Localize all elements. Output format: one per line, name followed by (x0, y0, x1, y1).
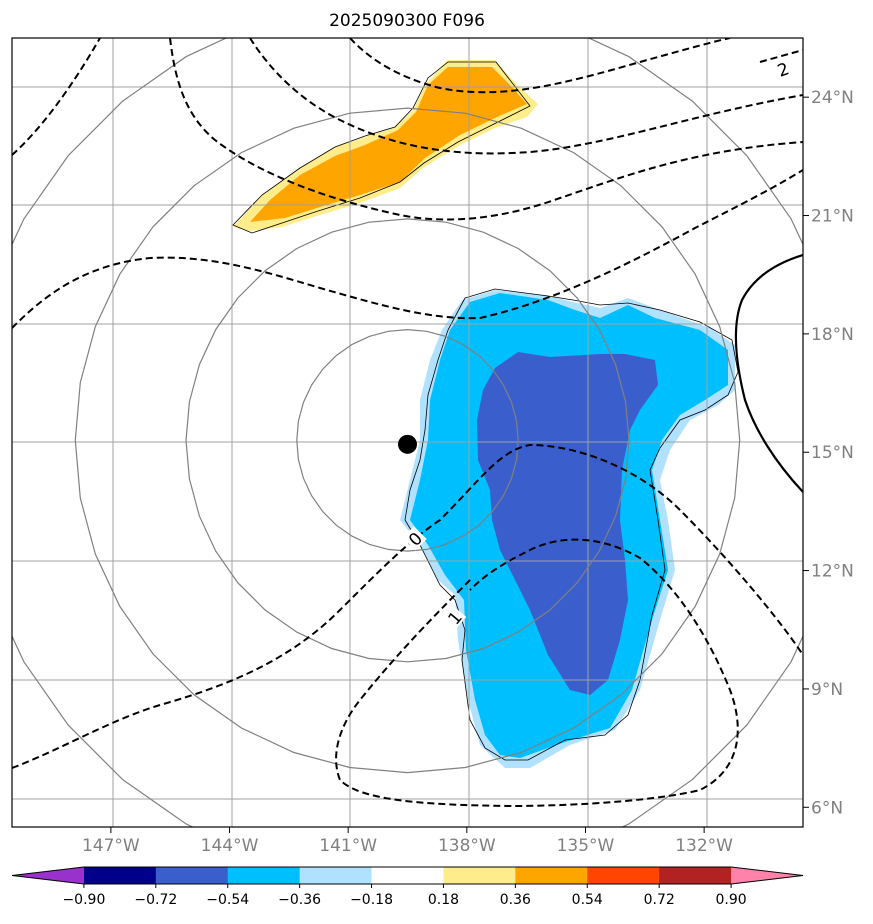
dashed-contours (12, 38, 803, 808)
lat-tick-label: 6°N (811, 798, 843, 818)
latitude-axis: 6°N 9°N 12°N 15°N 18°N 21°N 24°N (803, 88, 854, 818)
colorbar-segment (587, 867, 660, 884)
colorbar-segment (731, 867, 803, 884)
contour-line (12, 443, 803, 769)
colorbar-tick-label: 0.18 (428, 892, 459, 908)
colorbar-tick-label: 0.72 (644, 892, 675, 908)
colorbar-segment (83, 867, 157, 884)
lon-tick-label: 135°W (557, 836, 615, 856)
range-ring (185, 218, 630, 663)
contour-line (12, 38, 101, 156)
colorbar-tick-label: −0.90 (62, 892, 105, 908)
lon-tick-label: 144°W (201, 836, 259, 856)
lat-tick-label: 24°N (811, 88, 854, 108)
colorbar: −0.90 −0.72 −0.54 −0.36 −0.18 0.18 0.36 0.54 0.7… (11, 866, 804, 908)
longitude-axis: 147°W 144°W 141°W 138°W 135°W 132°W (82, 827, 733, 856)
contour-line (759, 49, 803, 63)
contour-line (349, 38, 731, 94)
colorbar-tick-label: −0.36 (278, 892, 321, 908)
negative-anomaly-dark (477, 352, 658, 695)
contour-label-bg (402, 526, 427, 551)
range-ring (12, 38, 803, 827)
lat-tick-label: 15°N (811, 443, 854, 463)
colorbar-tick-label: 0.90 (716, 892, 747, 908)
contour-label-bg (772, 57, 794, 80)
colorbar-segment (443, 867, 516, 884)
lat-tick-label: 12°N (811, 562, 854, 582)
colorbar-segment (155, 867, 229, 884)
range-rings (12, 38, 803, 827)
chart-title: 2025090300 F096 (329, 11, 485, 31)
colorbar-tick-label: −0.72 (134, 892, 177, 908)
contour-label-bg (442, 605, 467, 630)
lon-tick-label: 147°W (82, 836, 140, 856)
colorbar-tick-label: −0.18 (350, 892, 393, 908)
grid-lines (12, 38, 803, 827)
range-ring (74, 107, 741, 774)
lat-tick-label: 9°N (811, 680, 843, 700)
colorbar-segment (371, 867, 444, 884)
positive-anomaly-outline (232, 61, 531, 234)
colorbar-segment (299, 867, 373, 884)
colorbar-segment (659, 867, 732, 884)
colorbar-segment (227, 867, 301, 884)
contour-labels: 012 (402, 57, 794, 630)
contour-line (169, 38, 803, 221)
map-area: 012 (12, 38, 803, 827)
contour-line (335, 538, 739, 808)
contour-line (12, 169, 803, 329)
lon-tick-label: 132°W (675, 836, 733, 856)
range-ring (296, 328, 519, 552)
colorbar-segment (515, 867, 588, 884)
colorbar-segment (12, 867, 84, 884)
positive-anomaly-inner (250, 67, 527, 222)
colorbar-tick-label: −0.54 (206, 892, 249, 908)
solid-contour (734, 253, 803, 493)
negative-anomaly-outline (404, 288, 739, 761)
storm-center-marker (398, 434, 417, 454)
lon-tick-label: 138°W (438, 836, 496, 856)
lat-tick-label: 21°N (811, 207, 854, 227)
colorbar-tick-label: 0.36 (500, 892, 531, 908)
map-frame (11, 37, 804, 828)
lon-tick-label: 141°W (319, 836, 377, 856)
lat-tick-label: 18°N (811, 325, 854, 345)
colorbar-tick-label: 0.54 (572, 892, 603, 908)
contour-line (249, 38, 803, 155)
